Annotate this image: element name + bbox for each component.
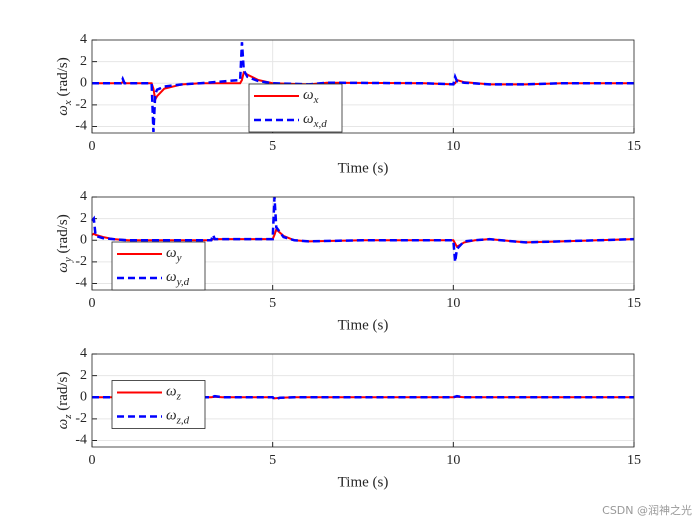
legend-box xyxy=(111,380,206,429)
y-tick-label: 4 xyxy=(80,32,87,47)
legend-box xyxy=(248,83,343,133)
x-axis-label: Time (s) xyxy=(338,474,389,490)
axes-box xyxy=(91,39,635,134)
y-tick-label: -4 xyxy=(75,276,87,291)
x-tick-label: 15 xyxy=(627,296,641,311)
series-line xyxy=(92,70,634,103)
x-tick-label: 10 xyxy=(446,139,460,154)
legend: ωz ωz,d xyxy=(111,380,206,429)
y-tick-label: -2 xyxy=(75,411,87,426)
x-tick-label: 0 xyxy=(89,139,96,154)
x-tick-label: 5 xyxy=(269,139,276,154)
x-tick-label: 15 xyxy=(627,453,641,468)
x-tick-label: 15 xyxy=(627,139,641,154)
x-tick-label: 5 xyxy=(269,453,276,468)
axes-box xyxy=(91,353,635,448)
series-line xyxy=(91,196,635,263)
legend: ωx ωx,d xyxy=(248,83,343,133)
legend-label: ωy xyxy=(166,245,182,263)
y-tick-label: 4 xyxy=(80,189,87,204)
y-tick-label: -2 xyxy=(75,254,87,269)
watermark: CSDN @润神之光 xyxy=(602,503,692,517)
x-tick-label: 0 xyxy=(89,453,96,468)
y-tick-label: -4 xyxy=(75,433,87,448)
series-line xyxy=(92,394,634,401)
x-axis-label: Time (s) xyxy=(338,160,389,176)
legend-label: ωx xyxy=(303,87,319,105)
y-tick-label: -2 xyxy=(75,97,87,112)
x-tick-label: 5 xyxy=(269,296,276,311)
y-tick-label: 2 xyxy=(80,54,87,69)
x-tick-label: 10 xyxy=(446,453,460,468)
legend-label: ωz,d xyxy=(166,408,190,426)
legend-label: ωz xyxy=(166,384,182,402)
y-tick-label: 0 xyxy=(80,75,87,90)
x-tick-label: 10 xyxy=(446,296,460,311)
y-axis-label: ωx (rad/s) xyxy=(55,57,73,115)
axes-box xyxy=(91,196,635,291)
series-line xyxy=(92,42,634,132)
y-tick-label: -4 xyxy=(75,119,87,134)
y-tick-label: 0 xyxy=(80,389,87,404)
y-axis-label: ωz (rad/s) xyxy=(55,372,73,430)
x-tick-label: 0 xyxy=(89,296,96,311)
y-tick-label: 4 xyxy=(80,346,87,361)
legend-label: ωy,d xyxy=(166,269,190,287)
legend-box xyxy=(111,241,206,291)
x-axis-label: Time (s) xyxy=(338,317,389,333)
y-axis-label: ωy (rad/s) xyxy=(55,214,73,272)
y-tick-label: 2 xyxy=(80,211,87,226)
y-tick-label: 2 xyxy=(80,368,87,383)
legend: ωy ωy,d xyxy=(111,241,206,291)
legend-label: ωx,d xyxy=(303,111,327,129)
y-tick-label: 0 xyxy=(80,232,87,247)
